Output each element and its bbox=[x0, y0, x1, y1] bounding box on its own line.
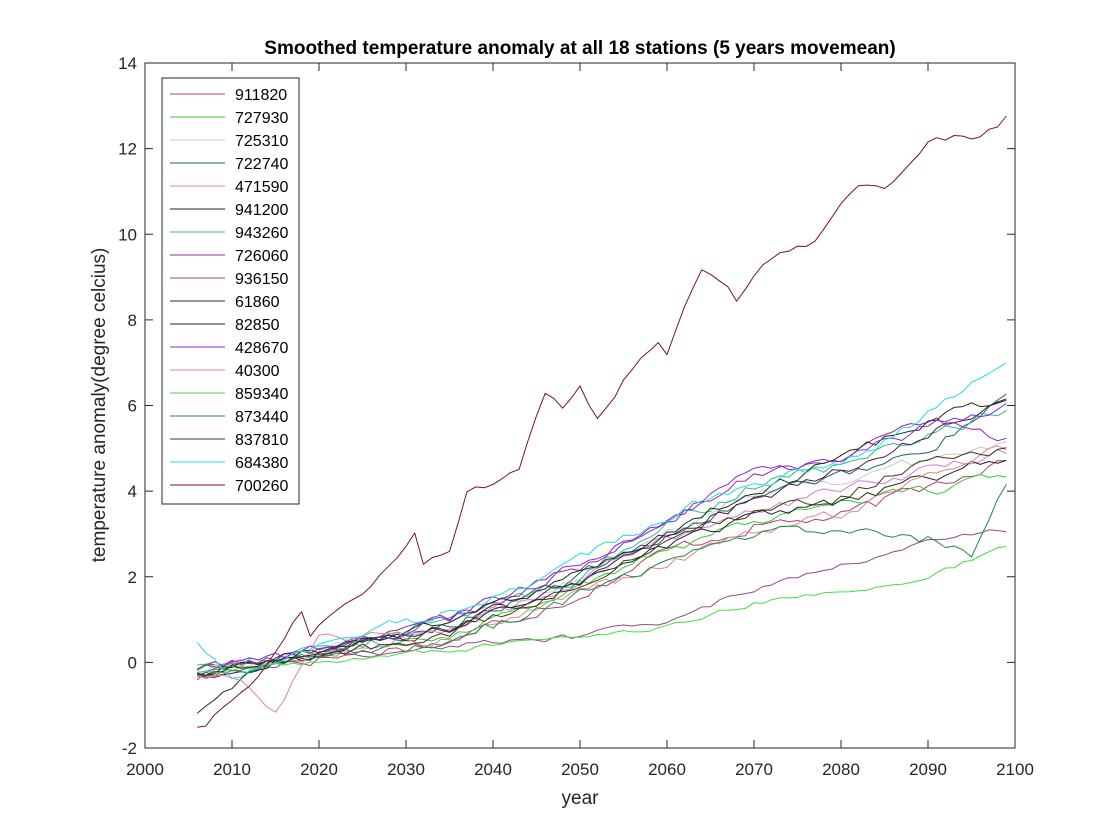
x-tick-label: 2020 bbox=[300, 760, 338, 779]
series-group bbox=[196, 115, 1007, 728]
y-tick-label: 0 bbox=[128, 653, 137, 672]
legend-label: 722740 bbox=[235, 156, 288, 173]
series-line-873440 bbox=[196, 484, 1007, 674]
x-tick-label: 2100 bbox=[996, 760, 1034, 779]
series-line-859340 bbox=[197, 546, 1007, 674]
x-tick-label: 2070 bbox=[735, 760, 773, 779]
x-axis-label: year bbox=[562, 788, 600, 809]
legend-label: 726060 bbox=[235, 248, 288, 265]
legend-box bbox=[161, 77, 300, 505]
y-tick-label: 12 bbox=[118, 140, 137, 159]
legend-label: 837810 bbox=[235, 432, 288, 449]
legend-item: 941200 bbox=[170, 202, 288, 219]
legend-item: 684380 bbox=[170, 455, 288, 472]
x-tick-label: 2060 bbox=[648, 760, 686, 779]
legend-item: 428670 bbox=[170, 340, 288, 357]
series-line-471590 bbox=[196, 449, 1007, 672]
legend-label: 859340 bbox=[235, 386, 288, 403]
legend-label: 428670 bbox=[235, 340, 288, 357]
legend-label: 471590 bbox=[235, 179, 288, 196]
series-line-684380 bbox=[196, 362, 1007, 679]
legend-item: 943260 bbox=[170, 225, 288, 242]
legend-label: 911820 bbox=[235, 87, 287, 104]
y-tick-label: 2 bbox=[128, 568, 137, 587]
y-tick-label: 10 bbox=[118, 225, 137, 244]
x-tick-label: 2000 bbox=[126, 760, 164, 779]
series-line-428670 bbox=[196, 402, 1007, 681]
y-axis-label: temperature anomaly(degree celcius) bbox=[89, 248, 110, 563]
x-tick-label: 2030 bbox=[387, 760, 425, 779]
chart-title: Smoothed temperature anomaly at all 18 s… bbox=[264, 38, 895, 59]
legend-label: 941200 bbox=[235, 202, 288, 219]
series-line-82850 bbox=[196, 399, 1007, 714]
legend-label: 700260 bbox=[235, 478, 288, 495]
x-tick-label: 2010 bbox=[213, 760, 251, 779]
legend-label: 684380 bbox=[235, 455, 288, 472]
series-line-61860 bbox=[197, 398, 1007, 678]
y-tick-label: -2 bbox=[122, 739, 137, 758]
y-axis: -2 0 2 4 6 8 10 12 14 bbox=[118, 54, 1015, 758]
legend-item: 61860 bbox=[170, 294, 280, 311]
legend-item: 725310 bbox=[170, 133, 288, 150]
y-tick-label: 4 bbox=[128, 482, 137, 501]
legend-item: 936150 bbox=[170, 271, 288, 288]
legend-item: 471590 bbox=[170, 179, 288, 196]
legend-item: 859340 bbox=[170, 386, 288, 403]
legend-label: 936150 bbox=[235, 271, 288, 288]
series-line-936150 bbox=[197, 529, 1007, 677]
x-tick-label: 2050 bbox=[561, 760, 599, 779]
x-tick-label: 2080 bbox=[822, 760, 860, 779]
legend-item: 911820 bbox=[170, 87, 287, 104]
legend-label: 61860 bbox=[235, 294, 280, 311]
legend-item: 40300 bbox=[170, 363, 280, 380]
y-tick-label: 6 bbox=[128, 397, 137, 416]
x-axis: 2000 2010 2020 2030 2040 2050 2060 2070 2080 2090… bbox=[126, 63, 1034, 779]
legend-item: 727930 bbox=[170, 110, 288, 127]
legend-label: 40300 bbox=[235, 363, 280, 380]
legend-label: 873440 bbox=[235, 409, 288, 426]
legend-item: 873440 bbox=[170, 409, 288, 426]
legend-item: 700260 bbox=[170, 478, 288, 495]
x-tick-label: 2040 bbox=[474, 760, 512, 779]
y-tick-label: 8 bbox=[128, 311, 137, 330]
legend-item: 722740 bbox=[170, 156, 288, 173]
legend-item: 82850 bbox=[170, 317, 280, 334]
legend-label: 725310 bbox=[235, 133, 288, 150]
x-tick-label: 2090 bbox=[909, 760, 947, 779]
y-tick-label: 14 bbox=[118, 54, 137, 73]
series-line-837810 bbox=[197, 447, 1007, 676]
legend: 911820 727930 725310 722740 471590 941200 9432… bbox=[161, 77, 300, 505]
legend-label: 943260 bbox=[235, 225, 288, 242]
legend-item: 837810 bbox=[170, 432, 288, 449]
legend-label: 82850 bbox=[235, 317, 280, 334]
series-line-725310 bbox=[197, 441, 1007, 673]
legend-label: 727930 bbox=[235, 110, 288, 127]
series-line-700260 bbox=[197, 115, 1007, 728]
series-line-40300 bbox=[197, 445, 1007, 713]
legend-item: 726060 bbox=[170, 248, 288, 265]
